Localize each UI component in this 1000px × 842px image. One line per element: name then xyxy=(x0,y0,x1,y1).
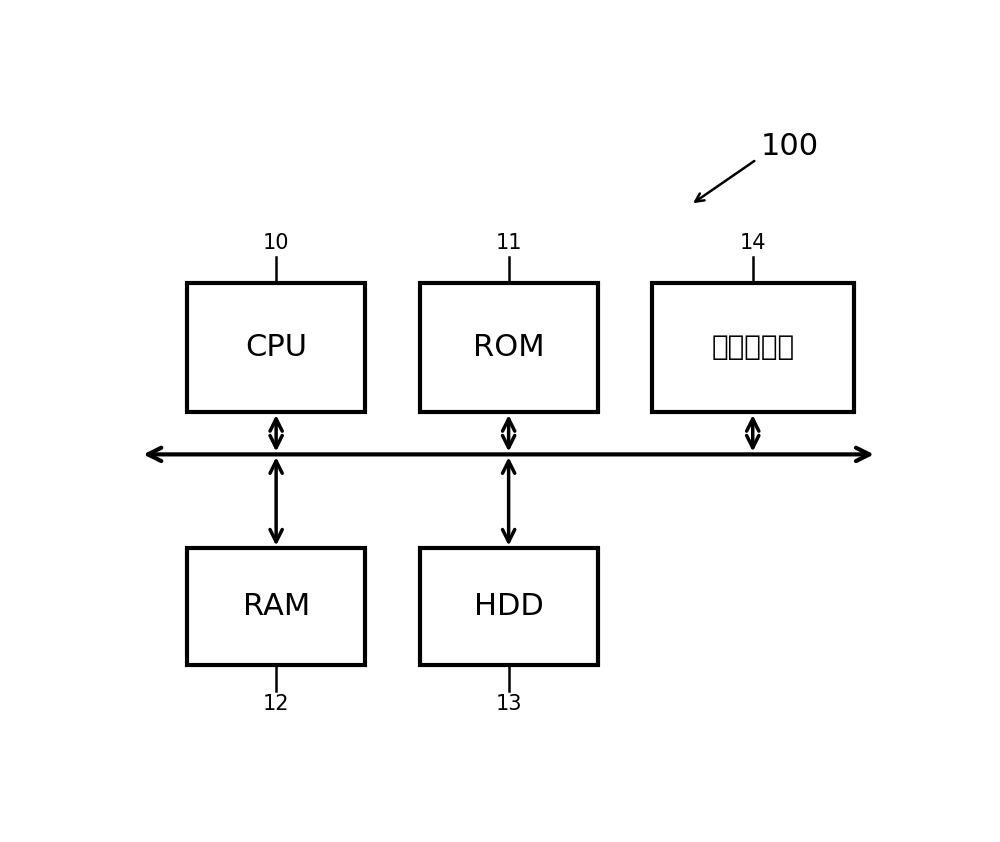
Text: 100: 100 xyxy=(761,132,819,161)
Text: CPU: CPU xyxy=(245,333,307,362)
Text: 13: 13 xyxy=(495,695,522,714)
Text: ROM: ROM xyxy=(473,333,544,362)
Bar xyxy=(420,283,598,413)
Text: 12: 12 xyxy=(263,695,289,714)
Text: 10: 10 xyxy=(263,233,289,253)
Bar xyxy=(652,283,854,413)
Bar xyxy=(187,283,365,413)
Bar xyxy=(187,548,365,665)
Text: RAM: RAM xyxy=(242,592,310,621)
Text: 11: 11 xyxy=(495,233,522,253)
Text: 网络控制器: 网络控制器 xyxy=(711,333,794,361)
Text: 14: 14 xyxy=(740,233,766,253)
Text: HDD: HDD xyxy=(474,592,544,621)
Bar xyxy=(420,548,598,665)
